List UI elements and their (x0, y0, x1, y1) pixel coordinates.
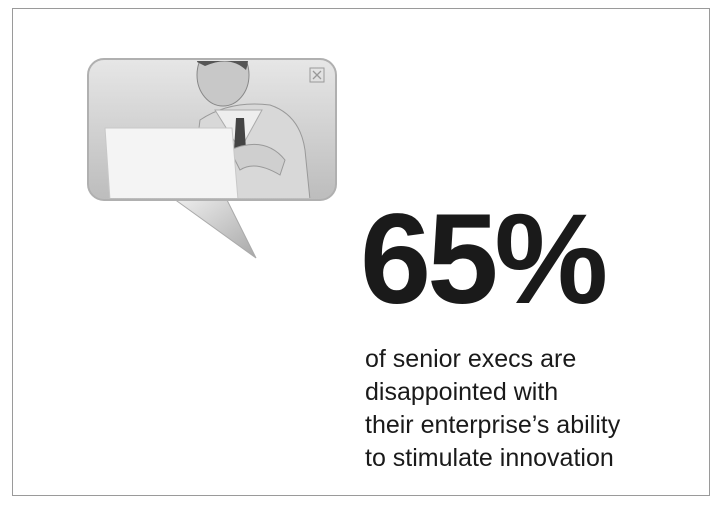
caption: of senior execs are disappointed with th… (365, 343, 620, 475)
caption-line: of senior execs are (365, 345, 577, 373)
headline: 65% (360, 188, 608, 331)
close-icon (309, 67, 325, 83)
bubble-tail (168, 195, 257, 259)
close-icon-x (312, 70, 322, 80)
frame (12, 8, 710, 496)
caption-line: to stimulate innovation (365, 444, 614, 472)
caption-line: disappointed with (365, 378, 559, 406)
photo (90, 61, 334, 198)
caption-line: their enterprise’s ability (365, 411, 621, 439)
